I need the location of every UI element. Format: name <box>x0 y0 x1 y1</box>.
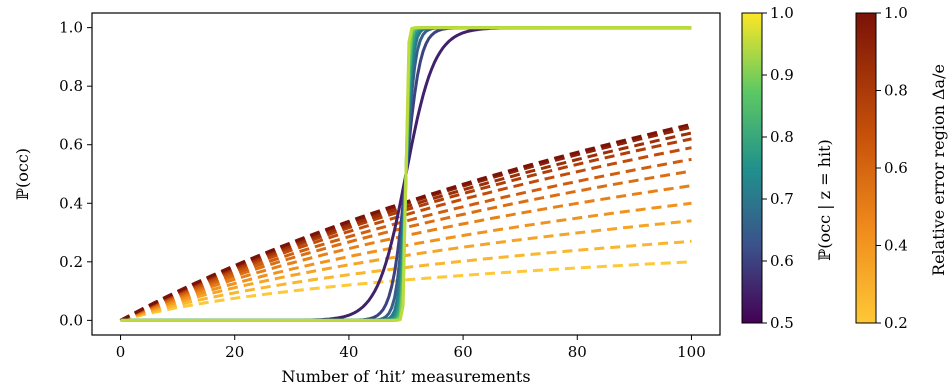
x-tick-label: 20 <box>225 343 244 361</box>
colorbar-tick-label: 0.9 <box>770 66 794 84</box>
dashed-series-line <box>119 157 692 322</box>
x-tick-label: 0 <box>116 343 126 361</box>
colorbar-viridis-bar <box>741 12 763 324</box>
colorbar-ylorbr-label: Relative error region Δa/e <box>929 64 948 276</box>
colorbar-viridis-label: ℙ(occ | z = hit) <box>815 139 834 261</box>
solid-series-line <box>120 26 692 322</box>
colorbar-tick-label: 0.7 <box>770 190 794 208</box>
dashed-series-line <box>120 239 692 322</box>
colorbar-tick-label: 0.8 <box>884 82 908 100</box>
colorbar-ylorbr-bar <box>855 12 877 324</box>
dashed-series-line <box>119 201 692 322</box>
colorbar-tick-label: 0.2 <box>884 314 908 332</box>
y-tick-label: 0.6 <box>59 136 83 154</box>
x-tick-label: 100 <box>677 343 706 361</box>
dashed-series-line <box>119 169 692 322</box>
colorbar-tick-label: 1.0 <box>884 4 908 22</box>
colorbar-viridis-ticks: 0.5 0.6 0.7 0.8 0.9 1.0 <box>762 4 794 332</box>
dashed-series-line <box>120 260 692 322</box>
y-tick-label: 0.2 <box>59 253 83 271</box>
plot-area <box>91 12 721 336</box>
colorbar-tick-label: 1.0 <box>770 4 794 22</box>
x-axis-title: Number of ‘hit’ measurements <box>281 367 530 386</box>
solid-lines <box>120 26 692 322</box>
y-tick-label: 1.0 <box>59 19 83 37</box>
plot-frame <box>91 12 721 336</box>
x-tick-label: 60 <box>454 343 473 361</box>
colorbar-tick-label: 0.4 <box>884 237 908 255</box>
colorbar-tick-label: 0.5 <box>770 314 794 332</box>
y-tick-label: 0.0 <box>59 311 83 329</box>
y-tick-label: 0.8 <box>59 77 83 95</box>
colorbar-ylorbr: 0.2 0.4 0.6 0.8 1.0 Relative error region Δa… <box>855 4 948 332</box>
colorbar-ylorbr-ticks: 0.2 0.4 0.6 0.8 1.0 <box>876 4 908 332</box>
x-tick-label: 40 <box>339 343 358 361</box>
y-axis-title: ℙ(occ) <box>13 148 32 200</box>
colorbar-viridis: 0.5 0.6 0.7 0.8 0.9 1.0 ℙ(occ | z = hit) <box>741 4 834 332</box>
x-axis: 0 20 40 60 80 100 <box>116 335 706 361</box>
colorbar-tick-label: 0.6 <box>884 159 908 177</box>
y-axis: 0.0 0.2 0.4 0.6 0.8 1.0 <box>59 19 92 329</box>
colorbar-tick-label: 0.8 <box>770 128 794 146</box>
colorbar-tick-label: 0.6 <box>770 252 794 270</box>
dashed-series-line <box>120 219 692 322</box>
y-tick-label: 0.4 <box>59 194 83 212</box>
x-tick-label: 80 <box>568 343 587 361</box>
dashed-series-line <box>119 184 692 322</box>
